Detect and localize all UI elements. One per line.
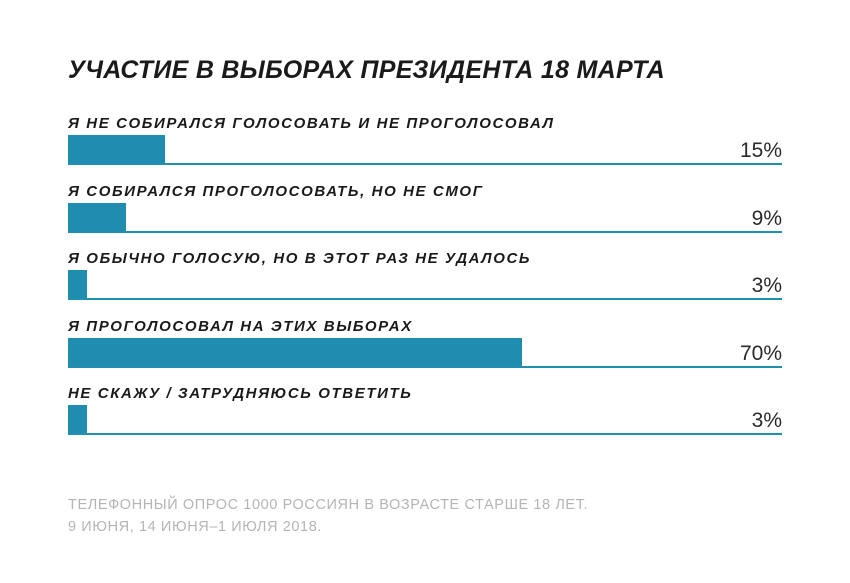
category-label: Я НЕ СОБИРАЛСЯ ГОЛОСОВАТЬ И НЕ ПРОГОЛОСО…	[68, 115, 555, 132]
bar-row: Я СОБИРАЛСЯ ПРОГОЛОСОВАТЬ, НО НЕ СМОГ 9%	[68, 183, 782, 243]
bar-baseline: 9%	[68, 202, 782, 233]
source-note-line-1: ТЕЛЕФОННЫЙ ОПРОС 1000 РОССИЯН В ВОЗРАСТЕ…	[68, 497, 589, 513]
bar	[68, 405, 87, 433]
value-label: 70%	[739, 341, 782, 365]
bar-baseline: 15%	[68, 135, 782, 165]
bar-row: НЕ СКАЖУ / ЗАТРУДНЯЮСЬ ОТВЕТИТЬ 3%	[68, 385, 782, 445]
category-label: НЕ СКАЖУ / ЗАТРУДНЯЮСЬ ОТВЕТИТЬ	[68, 385, 413, 402]
value-label: 9%	[751, 206, 782, 230]
bar	[68, 135, 165, 163]
bar	[68, 337, 522, 366]
value-label: 15%	[739, 139, 782, 162]
bar-baseline: 3%	[68, 270, 782, 300]
bar	[68, 270, 87, 298]
bar-row: Я ОБЫЧНО ГОЛОСУЮ, НО В ЭТОТ РАЗ НЕ УДАЛО…	[68, 250, 782, 310]
bar-baseline: 70%	[68, 337, 782, 368]
category-label: Я СОБИРАЛСЯ ПРОГОЛОСОВАТЬ, НО НЕ СМОГ	[68, 182, 484, 200]
value-label: 3%	[751, 409, 782, 432]
chart-title: УЧАСТИЕ В ВЫБОРАХ ПРЕЗИДЕНТА 18 МАРТА	[68, 56, 666, 84]
source-note-line-2: 9 ИЮНЯ, 14 ИЮНЯ–1 ИЮЛЯ 2018.	[68, 519, 323, 535]
category-label: Я ОБЫЧНО ГОЛОСУЮ, НО В ЭТОТ РАЗ НЕ УДАЛО…	[68, 250, 532, 267]
bar-row: Я ПРОГОЛОСОВАЛ НА ЭТИХ ВЫБОРАХ 70%	[68, 318, 782, 378]
bar-row: Я НЕ СОБИРАЛСЯ ГОЛОСОВАТЬ И НЕ ПРОГОЛОСО…	[68, 115, 782, 175]
value-label: 3%	[751, 274, 782, 297]
bar	[68, 202, 126, 231]
category-label: Я ПРОГОЛОСОВАЛ НА ЭТИХ ВЫБОРАХ	[68, 317, 413, 335]
bar-baseline: 3%	[68, 405, 782, 435]
